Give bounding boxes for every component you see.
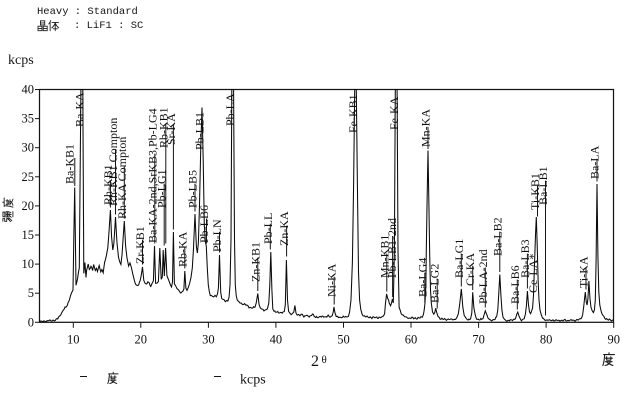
svg-text:20: 20 <box>135 333 148 347</box>
svg-text:10: 10 <box>67 333 80 347</box>
svg-text:Zn-KB1: Zn-KB1 <box>248 242 262 282</box>
svg-text:Pb-LA-2nd: Pb-LA-2nd <box>476 249 490 304</box>
svg-text:10: 10 <box>22 257 35 271</box>
svg-text:Ba-LB3: Ba-LB3 <box>518 239 532 278</box>
svg-text:Rh-KB1: Rh-KB1 <box>101 164 115 205</box>
svg-text:Ba-KA-2nd,SrKB3,Pb-LG4: Ba-KA-2nd,SrKB3,Pb-LG4 <box>145 108 159 243</box>
svg-text:Ba-KA: Ba-KA <box>72 92 86 127</box>
svg-text:Cr-KA: Cr-KA <box>463 253 477 286</box>
svg-text:Rh-KB1 Compton: Rh-KB1 Compton <box>106 118 120 206</box>
svg-text:Zn-KA: Zn-KA <box>277 211 291 246</box>
svg-text:20: 20 <box>22 199 35 213</box>
svg-text:Zr-KB1: Zr-KB1 <box>133 226 147 264</box>
svg-text:kcps: kcps <box>240 373 266 388</box>
svg-text:Ti-KA: Ti-KA <box>577 256 591 288</box>
svg-text:Ba-LA: Ba-LA <box>588 145 602 179</box>
svg-text:30: 30 <box>202 333 215 347</box>
svg-text:Ba-LG1: Ba-LG1 <box>452 239 466 278</box>
svg-text:Ni-KA: Ni-KA <box>325 263 339 297</box>
svg-text:Sr-KA: Sr-KA <box>164 113 178 145</box>
svg-text:50: 50 <box>337 333 350 347</box>
svg-text:Fe-KA: Fe-KA <box>387 96 401 130</box>
svg-text:Pb-LB1: Pb-LB1 <box>193 112 207 150</box>
svg-text:25: 25 <box>22 170 35 184</box>
svg-text:Pb-LB6: Pb-LB6 <box>197 205 211 243</box>
svg-text:40: 40 <box>22 83 35 97</box>
svg-text:35: 35 <box>22 112 35 126</box>
svg-text:Pb-LN: Pb-LN <box>210 219 224 252</box>
svg-text:Fe-KB1: Fe-KB1 <box>346 94 360 133</box>
svg-text:Ti-KB1: Ti-KB1 <box>528 173 542 210</box>
svg-text:Mn-KB1: Mn-KB1 <box>377 235 391 278</box>
svg-text:Pb-LG1: Pb-LG1 <box>155 169 169 208</box>
svg-text:30: 30 <box>22 141 35 155</box>
svg-text:θ: θ <box>322 354 327 366</box>
svg-text:Pb-LA: Pb-LA <box>223 93 237 126</box>
svg-text:90: 90 <box>607 333 620 347</box>
svg-text:40: 40 <box>270 333 283 347</box>
svg-text:2: 2 <box>311 353 319 370</box>
svg-text:15: 15 <box>22 228 35 242</box>
svg-text:80: 80 <box>540 333 553 347</box>
svg-text:Ba-LB1: Ba-LB1 <box>536 166 550 205</box>
svg-text:Pb-LL: Pb-LL <box>261 213 275 244</box>
svg-text:Pb-LB5: Pb-LB5 <box>186 170 200 208</box>
svg-text:Ce-LA*: Ce-LA* <box>526 254 540 293</box>
svg-text:70: 70 <box>472 333 485 347</box>
svg-text:Mn-KA: Mn-KA <box>419 109 433 147</box>
svg-text:0: 0 <box>28 315 34 329</box>
svg-text:Ba-LG4: Ba-LG4 <box>415 258 429 297</box>
svg-text:Ba-LB2: Ba-LB2 <box>490 217 504 256</box>
svg-text:Ba-KB1: Ba-KB1 <box>63 144 77 184</box>
svg-text:Ba-LG2: Ba-LG2 <box>428 264 442 303</box>
svg-text:Rh-KA Compton: Rh-KA Compton <box>115 137 129 219</box>
svg-text:Rb-KA: Rb-KA <box>175 231 189 267</box>
svg-text:Rb-KB1: Rb-KB1 <box>156 107 170 148</box>
svg-text:60: 60 <box>405 333 418 347</box>
svg-text:5: 5 <box>28 286 34 300</box>
svg-text:Ba-LB6: Ba-LB6 <box>508 265 522 304</box>
